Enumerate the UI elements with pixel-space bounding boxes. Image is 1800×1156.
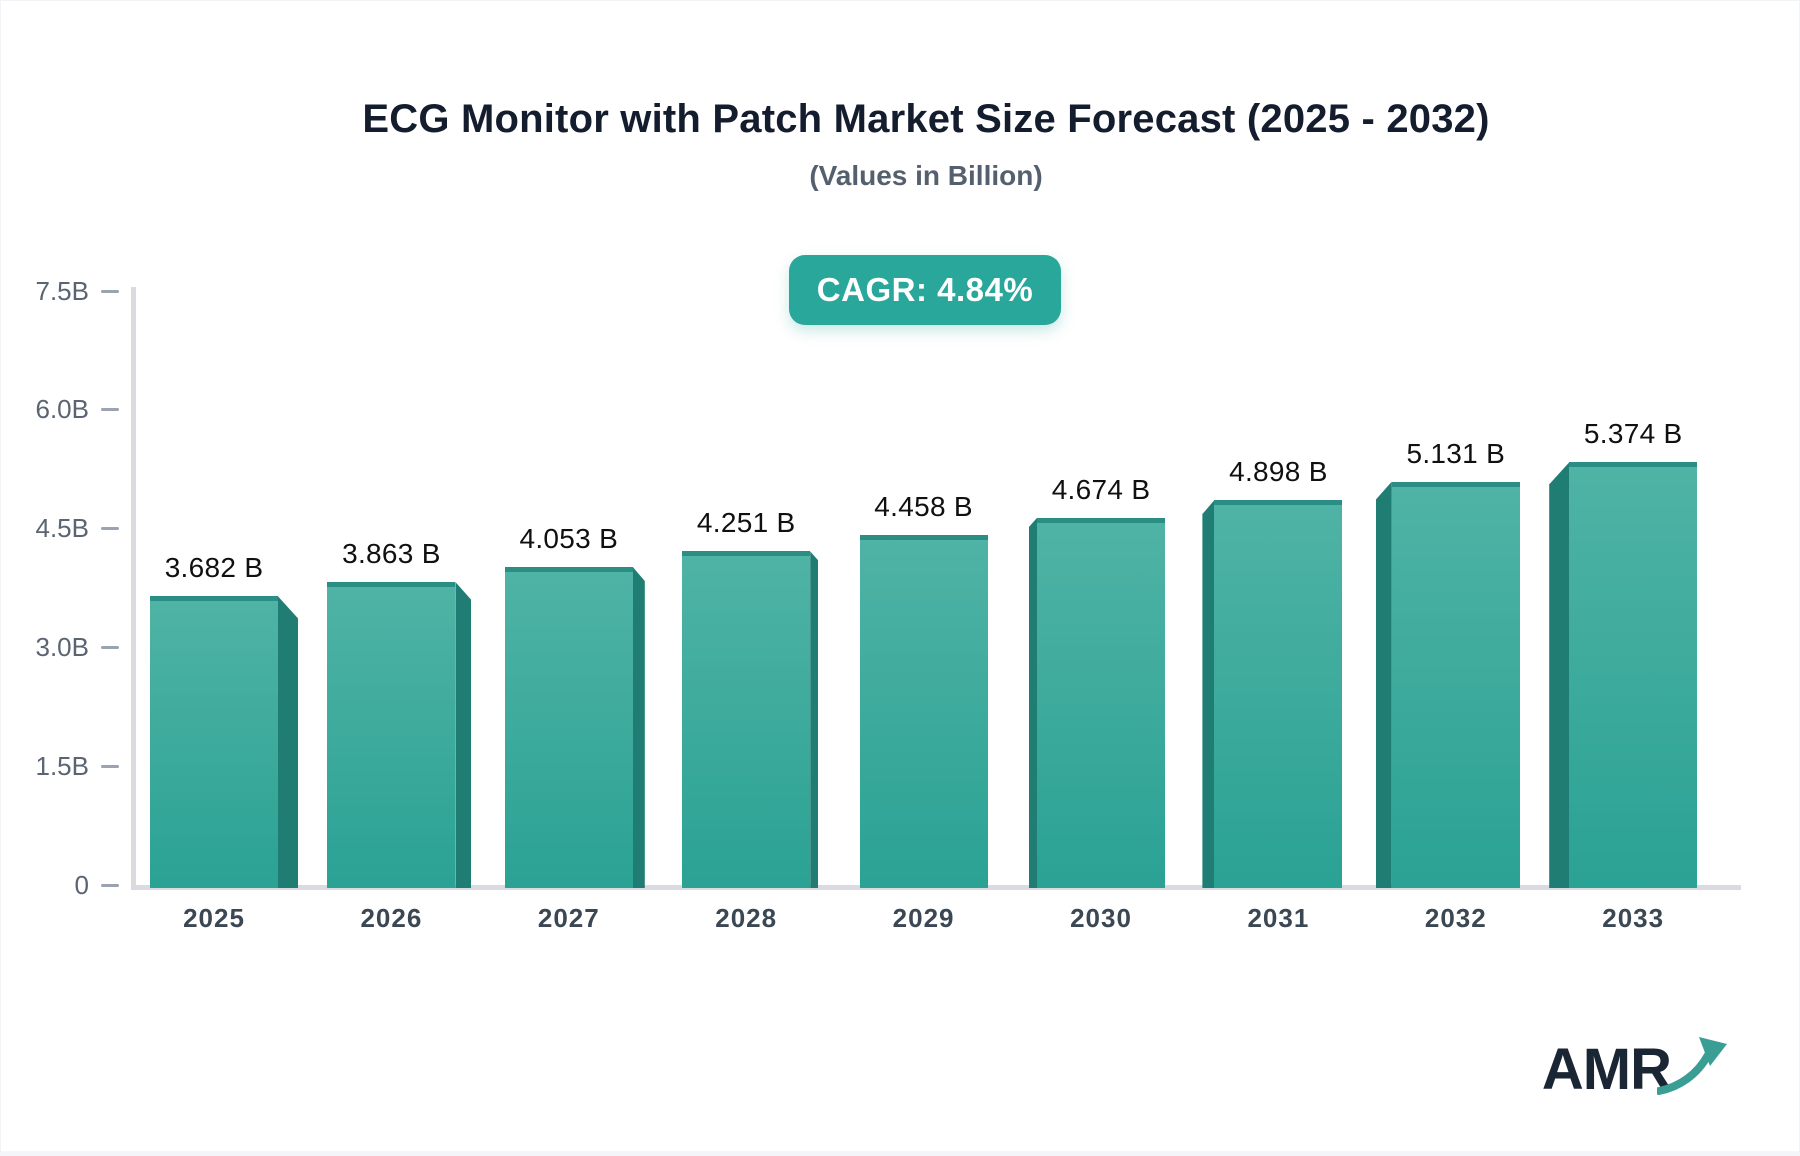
y-tick-dash (101, 527, 119, 531)
bar-value-label: 5.374 B (1583, 418, 1683, 450)
bar-value-label: 4.053 B (519, 523, 619, 554)
bar (1569, 462, 1698, 888)
chart-header: ECG Monitor with Patch Market Size Forec… (26, 1, 1800, 192)
bar (150, 596, 278, 888)
bar-value-label: 3.863 B (342, 538, 441, 570)
y-tick-dash (101, 289, 119, 293)
y-tick-label: 0 (74, 869, 89, 900)
amr-logo-text: AMR (1541, 1037, 1672, 1102)
bar-value-label: 4.898 B (1229, 456, 1328, 488)
y-tick-dash (101, 408, 119, 412)
bar-3d-side (810, 551, 819, 888)
y-axis-tick: 1.5B (21, 750, 119, 782)
bar-3d-side (455, 582, 472, 888)
y-tick-dash (101, 645, 119, 649)
y-tick-label: 7.5B (35, 275, 90, 306)
bar (1391, 481, 1520, 888)
y-axis-tick: 0 (21, 869, 119, 901)
bar-value-label: 3.682 B (164, 552, 264, 584)
y-axis-tick: 7.5B (21, 275, 119, 307)
x-axis-label: 2027 (537, 903, 600, 933)
y-tick-dash (101, 764, 119, 768)
bar-3d-side (1549, 462, 1570, 888)
bar-3d-side (278, 596, 298, 888)
growth-arrow-icon (1657, 1037, 1727, 1095)
bar-3d-side (1375, 481, 1392, 888)
bar-value-label: 4.674 B (1051, 473, 1151, 505)
x-axis-label: 2033 (1602, 903, 1665, 933)
y-axis-tick: 3.0B (21, 631, 119, 663)
x-axis-label: 2031 (1247, 903, 1310, 933)
bar (682, 551, 811, 888)
y-axis-tick: 4.5B (21, 513, 119, 545)
y-tick-label: 1.5B (35, 750, 90, 781)
bar-3d-side (1029, 517, 1037, 888)
x-axis-label: 2029 (892, 903, 955, 933)
x-axis-label: 2028 (715, 903, 778, 933)
bar-value-label: 4.251 B (696, 507, 796, 539)
bar (327, 582, 456, 888)
y-axis-line (131, 287, 136, 890)
y-tick-dash (101, 883, 119, 887)
y-tick-label: 6.0B (35, 394, 90, 425)
bar-3d-side (632, 567, 645, 888)
y-tick-label: 4.5B (35, 513, 90, 544)
bar (859, 534, 988, 888)
chart-subtitle: (Values in Billion) (809, 160, 1043, 191)
bar-value-label: 5.131 B (1406, 437, 1506, 469)
cagr-badge-label: CAGR: 4.84% (816, 271, 1034, 308)
cagr-badge: CAGR: 4.84% (789, 255, 1061, 325)
bar (1037, 517, 1165, 888)
x-axis-label: 2032 (1424, 903, 1487, 933)
bar-value-label: 4.458 B (874, 490, 973, 522)
x-axis-label: 2025 (183, 903, 245, 933)
amr-logo: AMR (1542, 1035, 1729, 1099)
bar (504, 567, 633, 888)
x-axis-label: 2030 (1070, 903, 1132, 933)
chart-title: ECG Monitor with Patch Market Size Forec… (362, 97, 1490, 141)
bar-3d-side (1202, 500, 1215, 888)
bar (1214, 500, 1343, 888)
x-axis-label: 2026 (360, 903, 423, 933)
y-axis-tick: 6.0B (21, 394, 119, 426)
y-tick-label: 3.0B (35, 631, 90, 662)
